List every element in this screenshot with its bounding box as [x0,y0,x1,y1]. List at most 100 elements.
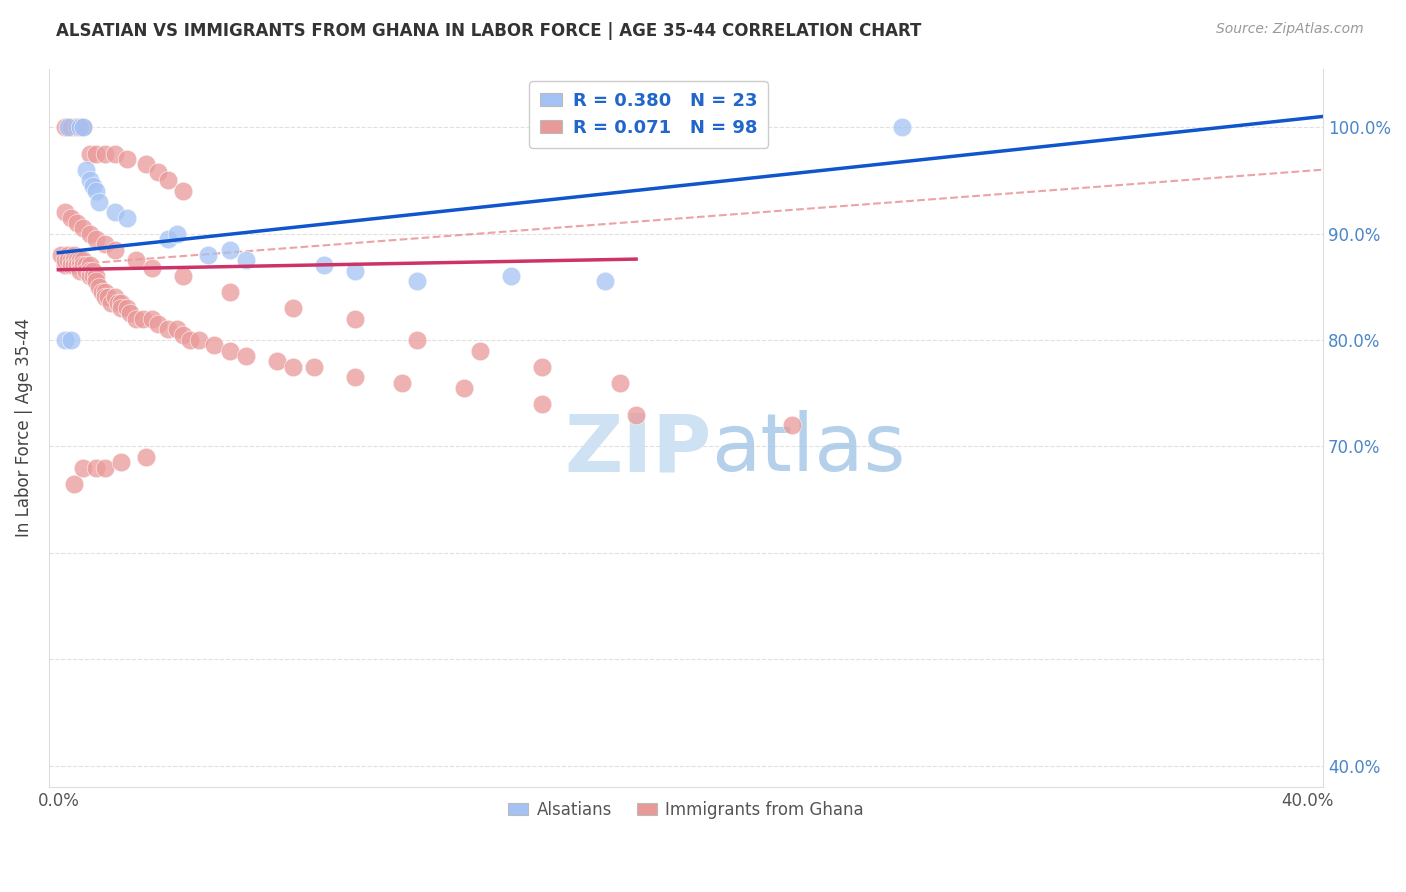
Point [87,194,110,209]
Point [501,269,523,284]
Point [156,173,179,187]
Point [82,178,104,193]
Point [66,120,89,134]
Text: ALSATIAN VS IMMIGRANTS FROM GHANA IN LABOR FORCE | AGE 35-44 CORRELATION CHART: ALSATIAN VS IMMIGRANTS FROM GHANA IN LAB… [56,22,921,40]
Point [148,317,170,331]
Point [344,264,367,278]
Point [172,269,194,284]
Point [281,359,304,374]
Point [110,455,132,469]
Point [468,343,491,358]
Point [72,460,94,475]
Point [84,232,107,246]
Point [107,295,129,310]
Point [75,162,97,177]
Point [72,253,94,268]
Point [110,301,132,315]
Point [179,333,201,347]
Point [344,311,367,326]
Point [66,259,89,273]
Point [120,306,142,320]
Point [72,221,94,235]
Point [453,381,475,395]
Text: ZIP: ZIP [564,410,711,489]
Point [100,295,122,310]
Point [75,259,97,273]
Point [84,269,107,284]
Point [94,146,117,161]
Point [172,327,194,342]
Point [266,354,288,368]
Point [312,259,335,273]
Point [72,120,94,134]
Point [156,322,179,336]
Point [84,460,107,475]
Point [531,397,554,411]
Point [63,253,86,268]
Point [66,216,89,230]
Point [59,211,82,225]
Point [94,460,117,475]
Point [135,157,157,171]
Y-axis label: In Labor Force | Age 35-44: In Labor Force | Age 35-44 [15,318,32,537]
Point [624,408,647,422]
Point [69,253,91,268]
Point [53,333,76,347]
Point [172,184,194,198]
Point [51,248,73,262]
Point [72,259,94,273]
Point [890,120,912,134]
Point [344,370,367,384]
Point [59,253,82,268]
Point [53,120,76,134]
Point [84,146,107,161]
Point [69,259,91,273]
Point [84,275,107,289]
Point [97,290,120,304]
Point [197,248,219,262]
Point [115,152,138,166]
Point [69,120,91,134]
Point [79,259,101,273]
Point [56,120,79,134]
Point [204,338,226,352]
Point [79,264,101,278]
Text: Source: ZipAtlas.com: Source: ZipAtlas.com [1216,22,1364,37]
Point [91,285,114,299]
Point [66,253,89,268]
Point [72,120,94,134]
Point [53,259,76,273]
Point [82,264,104,278]
Point [125,253,148,268]
Point [187,333,209,347]
Point [531,359,554,374]
Point [63,248,86,262]
Point [304,359,326,374]
Point [115,211,138,225]
Point [63,476,86,491]
Point [166,227,188,241]
Point [103,243,125,257]
Point [780,418,803,433]
Point [87,279,110,293]
Point [94,285,117,299]
Point [59,333,82,347]
Point [156,232,179,246]
Point [79,146,101,161]
Point [125,311,148,326]
Point [609,376,631,390]
Point [75,264,97,278]
Point [281,301,304,315]
Point [79,173,101,187]
Point [69,264,91,278]
Point [219,285,242,299]
Point [59,259,82,273]
Point [141,260,163,275]
Point [141,311,163,326]
Point [406,333,429,347]
Point [59,120,82,134]
Point [79,227,101,241]
Point [82,269,104,284]
Point [103,146,125,161]
Point [79,269,101,284]
